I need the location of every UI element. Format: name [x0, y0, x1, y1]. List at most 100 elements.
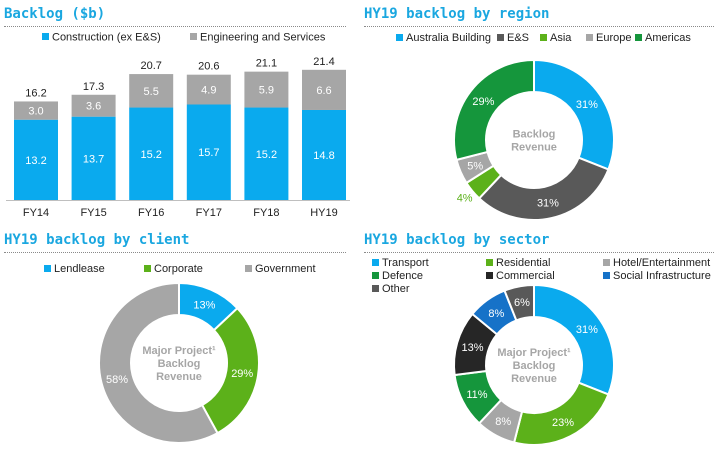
legend-label: Corporate — [154, 263, 203, 275]
center-label: Major Project¹ — [497, 347, 571, 359]
center-label: Revenue — [156, 371, 202, 383]
backlog-bar-chart: Construction (ex E&S) Engineering and Ser… — [6, 32, 350, 219]
legend-label: Transport — [382, 257, 429, 269]
center-label: Major Project¹ — [142, 345, 216, 357]
slice-value-label: 31% — [576, 324, 598, 336]
donut-slice — [98, 281, 219, 444]
slice-value-label: 29% — [472, 96, 494, 108]
bar-engineering — [14, 101, 58, 120]
bar-value-label: 5.9 — [259, 85, 274, 97]
center-label: Backlog — [513, 360, 556, 372]
bar-total-label: 20.6 — [198, 61, 219, 73]
bar-value-label: 6.6 — [316, 85, 331, 97]
legend-label: Other — [382, 283, 410, 295]
center-label: Revenue — [511, 373, 557, 385]
slice-value-label: 13% — [193, 299, 215, 311]
legend-swatch — [190, 33, 197, 40]
legend-label: Government — [255, 263, 316, 275]
legend-swatch — [42, 33, 49, 40]
bar-value-label: 5.5 — [144, 86, 159, 98]
slice-value-label: 5% — [467, 160, 483, 172]
x-tick-label: FY14 — [23, 207, 49, 219]
slice-value-label: 58% — [106, 374, 128, 386]
bar-construction — [71, 116, 116, 200]
bar-total-label: 16.2 — [25, 87, 46, 99]
title-divider — [364, 252, 714, 253]
bar-engineering — [71, 94, 116, 117]
legend-swatch — [486, 272, 493, 279]
sector-donut-chart: Transport Residential Hotel/Entertainment D… — [372, 257, 711, 446]
slice-value-label: 23% — [552, 417, 574, 429]
donut-slice — [512, 381, 610, 446]
x-tick-label: HY19 — [310, 207, 338, 219]
center-label: Backlog — [158, 358, 201, 370]
legend-label: Construction (ex E&S) — [52, 32, 161, 44]
bar-value-label: 3.6 — [86, 101, 101, 113]
slice-value-label: 29% — [231, 368, 253, 380]
legend-swatch — [144, 265, 151, 272]
slice-value-label: 8% — [495, 416, 511, 428]
sector-donut-panel: HY19 backlog by sector Transport Resident… — [362, 230, 720, 463]
legend-label: Defence — [382, 270, 423, 282]
bar-value-label: 4.9 — [201, 85, 216, 97]
legend-swatch — [396, 34, 403, 41]
slice-value-label: 6% — [514, 297, 530, 309]
slice-value-label: 13% — [462, 342, 484, 354]
bar-construction — [244, 107, 289, 200]
bar-total-label: 17.3 — [83, 81, 104, 93]
legend-swatch — [372, 285, 379, 292]
legend-label: Australia Building — [406, 32, 491, 44]
bar-construction — [129, 107, 174, 200]
panel-title: HY19 backlog by client — [4, 232, 190, 248]
legend-swatch — [635, 34, 642, 41]
legend-label: Americas — [645, 32, 691, 44]
slice-value-label: 31% — [576, 99, 598, 111]
bar-value-label: 15.2 — [256, 149, 277, 161]
donut-slice — [453, 58, 535, 162]
backlog-bar-panel: Backlog ($b) Construction (ex E&S) Engine… — [0, 0, 350, 230]
slice-value-label: 4% — [457, 192, 473, 204]
slice-value-label: 31% — [537, 197, 559, 209]
bar-value-label: 15.2 — [140, 149, 161, 161]
legend-swatch — [586, 34, 593, 41]
client-donut-chart: Lendlease Corporate Government 13% 29% 58% Maj… — [44, 263, 316, 444]
x-tick-label: FY18 — [253, 207, 279, 219]
bar-value-label: 14.8 — [313, 150, 334, 162]
donut-slice — [503, 283, 535, 322]
legend-swatch — [372, 259, 379, 266]
title-divider — [4, 26, 346, 27]
x-tick-label: FY17 — [196, 207, 222, 219]
bar-total-label: 20.7 — [140, 60, 161, 72]
bar-value-label: 15.7 — [198, 147, 219, 159]
legend-label: Europe — [596, 32, 631, 44]
center-label: Backlog — [513, 129, 556, 141]
legend-swatch — [603, 272, 610, 279]
legend-label: Commercial — [496, 270, 555, 282]
bar-engineering — [302, 69, 346, 110]
bar-construction — [186, 104, 231, 200]
bar-engineering — [129, 74, 174, 108]
bar-value-label: 13.2 — [25, 155, 46, 167]
title-divider — [364, 26, 714, 27]
legend-swatch — [372, 272, 379, 279]
title-divider — [4, 252, 346, 253]
client-donut-panel: HY19 backlog by client Lendlease Corporat… — [0, 230, 350, 463]
legend-label: Engineering and Services — [200, 32, 326, 44]
legend-swatch — [603, 259, 610, 266]
legend-swatch — [245, 265, 252, 272]
bar-value-label: 3.0 — [28, 106, 43, 118]
legend-swatch — [540, 34, 547, 41]
legend-label: Residential — [496, 257, 550, 269]
center-label: Revenue — [511, 142, 557, 154]
legend-label: Hotel/Entertainment — [613, 257, 710, 269]
legend-label: E&S — [507, 32, 529, 44]
bar-total-label: 21.4 — [313, 56, 334, 68]
panel-title: HY19 backlog by region — [364, 6, 550, 22]
bar-engineering — [244, 71, 289, 108]
region-donut-chart: Australia Building E&S Asia Europe Americas 3… — [396, 32, 691, 221]
x-tick-label: FY16 — [138, 207, 164, 219]
bar-construction — [14, 119, 58, 200]
legend-label: Lendlease — [54, 263, 105, 275]
legend-label: Social Infrastructure — [613, 270, 711, 282]
bar-value-label: 13.7 — [83, 153, 104, 165]
